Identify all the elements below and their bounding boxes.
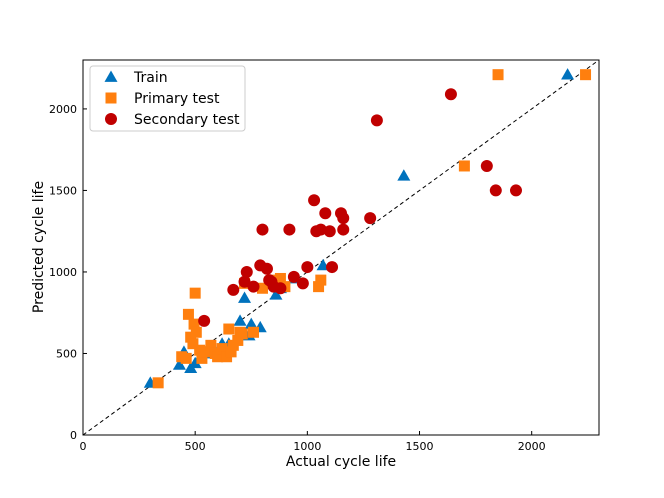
- data-point-square: [187, 338, 199, 350]
- data-point-circle: [283, 223, 296, 236]
- data-point-square: [152, 377, 164, 389]
- data-point-circle: [444, 88, 457, 101]
- data-point-square: [182, 308, 194, 320]
- legend-marker-triangle: [104, 70, 118, 82]
- legend-box: [89, 65, 246, 132]
- legend-item: Train: [104, 70, 168, 86]
- data-point-square: [185, 331, 197, 343]
- data-point-square: [274, 272, 286, 284]
- data-point-circle: [274, 282, 287, 295]
- data-point-triangle: [397, 169, 411, 181]
- y-tick-label: 0: [70, 429, 77, 442]
- data-point-square: [205, 339, 217, 351]
- data-point-circle: [326, 261, 339, 274]
- y-tick-label: 2000: [49, 103, 77, 116]
- legend-label: Train: [133, 70, 168, 86]
- data-point-circle: [296, 277, 309, 290]
- legend-label: Primary test: [134, 91, 220, 107]
- legend-label: Secondary test: [134, 112, 240, 128]
- data-point-circle: [314, 223, 327, 236]
- data-point-square: [256, 282, 268, 294]
- data-point-circle: [323, 225, 336, 238]
- data-point-square: [216, 343, 228, 355]
- data-point-circle: [260, 262, 273, 275]
- data-point-circle: [364, 212, 377, 225]
- data-point-circle: [480, 159, 493, 172]
- data-point-triangle: [269, 288, 283, 300]
- legend: Train Primary test Secondary test: [89, 65, 246, 132]
- data-point-square: [190, 326, 202, 338]
- data-point-square: [458, 160, 470, 172]
- reference-line: [82, 59, 600, 436]
- reference-line-layer: [82, 59, 600, 436]
- y-tick-label: 1000: [49, 266, 77, 279]
- legend-marker-square: [105, 92, 117, 104]
- data-point-circle: [227, 283, 240, 296]
- data-point-square: [188, 318, 200, 330]
- axes-layer: [82, 59, 600, 436]
- data-point-square: [225, 346, 237, 358]
- data-point-circle: [337, 223, 350, 236]
- data-point-triangle: [561, 68, 575, 80]
- data-point-square: [189, 287, 201, 299]
- data-point-circle: [238, 275, 251, 288]
- data-point-triangle: [172, 358, 186, 370]
- data-point-square: [223, 323, 235, 335]
- ticks-layer: 0 500 1000 1500 2000 0 500 1000 1500 2000: [49, 103, 546, 453]
- y-tick-label: 1500: [49, 184, 77, 197]
- x-tick-label: 500: [185, 440, 206, 453]
- legend-marker-circle: [105, 113, 117, 125]
- series-secondary-test: [198, 88, 522, 327]
- data-point-circle: [287, 270, 300, 283]
- y-tick-label: 500: [56, 347, 77, 360]
- data-point-square: [194, 344, 206, 356]
- plot-frame: [82, 59, 600, 436]
- data-point-triangle: [233, 314, 247, 326]
- data-point-triangle: [238, 291, 252, 303]
- data-point-circle: [198, 314, 211, 327]
- x-tick-label: 0: [80, 440, 87, 453]
- data-point-circle: [337, 212, 350, 225]
- data-point-square: [492, 69, 504, 81]
- data-points-layer: [143, 68, 592, 389]
- data-point-square: [200, 346, 212, 358]
- data-point-circle: [247, 280, 260, 293]
- x-axis-label: Actual cycle life: [286, 454, 396, 470]
- data-point-circle: [308, 194, 321, 207]
- data-point-square: [580, 69, 592, 81]
- data-point-circle: [319, 207, 332, 220]
- data-point-circle: [509, 184, 522, 197]
- y-axis-label: Predicted cycle life: [31, 181, 47, 313]
- legend-item: Primary test: [105, 91, 220, 107]
- data-point-circle: [489, 184, 502, 197]
- data-point-circle: [256, 223, 269, 236]
- x-tick-label: 2000: [518, 440, 546, 453]
- data-point-circle: [240, 265, 253, 278]
- data-point-square: [232, 334, 244, 346]
- data-point-square: [315, 274, 327, 286]
- x-tick-label: 1000: [293, 440, 321, 453]
- data-point-square: [212, 351, 224, 363]
- data-point-circle: [370, 114, 383, 127]
- data-point-square: [236, 328, 248, 340]
- data-point-square: [196, 352, 208, 364]
- data-point-square: [313, 281, 325, 293]
- data-point-triangle: [244, 317, 258, 330]
- data-point-square: [180, 352, 192, 364]
- data-point-circle: [301, 261, 314, 274]
- legend-item: Secondary test: [105, 112, 240, 128]
- data-point-square: [248, 326, 260, 338]
- x-tick-label: 1500: [406, 440, 434, 453]
